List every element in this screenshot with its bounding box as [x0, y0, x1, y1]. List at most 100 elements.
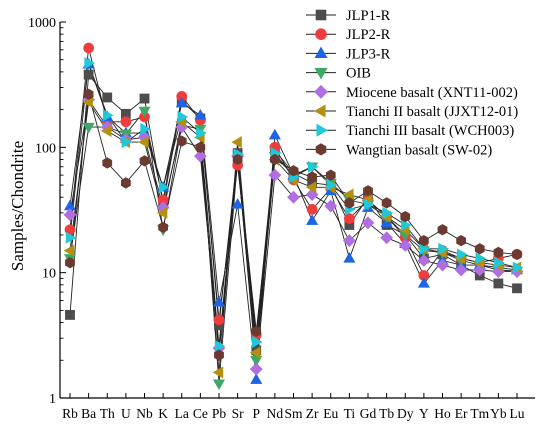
- data-point-series-4: [82, 122, 95, 134]
- data-point-series-5: [342, 234, 356, 248]
- data-point-series-5: [249, 362, 263, 376]
- x-axis-ticks: Rb Ba Th U Nb K La Ce Pb Sr P Nd Sm Zr Eu Ti Gd Tb Dy Y Ho Er…: [62, 393, 525, 421]
- legend-entry: Tianchi II basalt (JJXT12-01): [346, 104, 518, 120]
- data-point-series-7: [121, 136, 133, 149]
- data-point-series-3: [306, 214, 319, 225]
- data-point-series-2: [306, 203, 318, 215]
- legend-entry: JLP1-R: [346, 8, 391, 24]
- x-tick-label: Ti: [344, 406, 356, 421]
- data-point-series-5: [63, 208, 77, 222]
- x-tick-label: Pb: [212, 406, 227, 421]
- data-point-series-7: [475, 252, 487, 265]
- y-tick-label: 1000: [28, 16, 56, 31]
- x-tick-label: Rb: [62, 406, 78, 421]
- legend-marker: [315, 28, 327, 41]
- data-point-series-8: [269, 153, 280, 166]
- data-point-series-1: [493, 278, 504, 289]
- data-point-series-6: [249, 346, 261, 359]
- data-point-series-8: [158, 221, 169, 233]
- data-point-series-7: [512, 261, 524, 274]
- data-point-series-8: [307, 171, 318, 183]
- legend-entry: JLP3-R: [346, 46, 391, 62]
- data-point-series-8: [102, 157, 113, 169]
- data-point-series-2: [83, 42, 94, 54]
- data-point-series-5: [436, 258, 449, 272]
- data-point-series-1: [139, 93, 150, 104]
- data-point-series-8: [83, 88, 94, 100]
- data-point-series-5: [193, 149, 207, 163]
- data-point-series-7: [196, 127, 207, 140]
- legend-entry: JLP2-R: [346, 27, 391, 43]
- x-tick-label: Th: [100, 406, 115, 421]
- x-tick-label: Sm: [284, 406, 303, 421]
- data-point-series-3: [231, 198, 244, 209]
- legend-marker: [314, 84, 328, 99]
- data-point-series-5: [398, 239, 412, 252]
- data-point-series-5: [454, 263, 468, 277]
- legend-marker: [316, 123, 328, 137]
- data-point-series-1: [102, 92, 113, 103]
- data-point-series-7: [214, 339, 226, 353]
- data-point-series-7: [65, 231, 77, 244]
- y-tick-label: 100: [35, 141, 56, 156]
- data-point-series-7: [456, 248, 468, 261]
- data-point-series-8: [195, 141, 206, 153]
- legend-entry: Miocene basalt (XNT11-002): [346, 85, 518, 101]
- x-tick-label: Nd: [267, 406, 284, 421]
- data-point-series-7: [363, 198, 375, 211]
- y-tick-label: 1: [49, 392, 56, 407]
- data-point-series-7: [84, 57, 95, 70]
- data-point-series-1: [83, 69, 94, 80]
- data-point-series-3: [175, 96, 188, 108]
- x-tick-label: Er: [455, 406, 468, 421]
- x-tick-label: U: [121, 406, 131, 421]
- data-point-series-8: [344, 197, 355, 209]
- data-point-series-8: [456, 235, 467, 247]
- data-point-series-7: [401, 218, 412, 232]
- data-point-series-6: [305, 181, 317, 194]
- x-tick-label: La: [175, 406, 189, 421]
- data-point-series-2: [120, 116, 132, 128]
- x-tick-label: K: [158, 406, 168, 421]
- data-point-series-8: [176, 135, 187, 147]
- x-tick-label: Dy: [397, 406, 414, 421]
- x-tick-label: Ce: [193, 406, 208, 421]
- data-point-series-3: [194, 108, 207, 120]
- data-point-series-5: [324, 199, 338, 213]
- data-point-series-8: [139, 155, 150, 167]
- data-point-series-8: [214, 349, 224, 361]
- data-point-series-4: [250, 356, 263, 367]
- x-tick-label: P: [252, 406, 260, 421]
- data-point-series-5: [380, 231, 394, 245]
- legend-marker: [315, 143, 327, 156]
- x-tick-label: Yb: [490, 406, 507, 421]
- x-tick-label: Ho: [434, 406, 451, 421]
- data-point-series-7: [177, 110, 189, 123]
- data-point-series-6: [212, 366, 224, 379]
- data-point-series-8: [437, 224, 448, 236]
- data-point-series-8: [120, 177, 131, 189]
- legend-marker: [314, 46, 328, 58]
- legend-marker: [315, 9, 327, 21]
- data-point-series-7: [140, 122, 151, 136]
- x-tick-label: Sr: [232, 406, 245, 421]
- data-point-series-7: [252, 335, 263, 348]
- data-point-series-3: [343, 252, 356, 263]
- x-tick-label: Tm: [470, 406, 489, 421]
- data-point-series-6: [138, 136, 149, 149]
- legend-entry: Tianchi III basalt (WCH003): [346, 123, 514, 139]
- data-point-series-6: [231, 136, 242, 149]
- y-axis-ticks: 1 10 100 1000: [28, 16, 66, 407]
- data-point-series-3: [212, 295, 226, 307]
- x-tick-label: Gd: [360, 406, 377, 421]
- data-point-series-7: [307, 160, 319, 173]
- data-point-series-6: [63, 244, 75, 257]
- data-point-series-1: [512, 283, 522, 294]
- data-point-series-7: [419, 242, 431, 255]
- data-point-series-8: [251, 325, 262, 338]
- data-point-series-6: [343, 188, 354, 201]
- data-point-series-7: [326, 179, 338, 192]
- data-point-series-8: [381, 197, 392, 209]
- data-point-series-6: [100, 124, 112, 138]
- data-point-series-7: [382, 206, 393, 219]
